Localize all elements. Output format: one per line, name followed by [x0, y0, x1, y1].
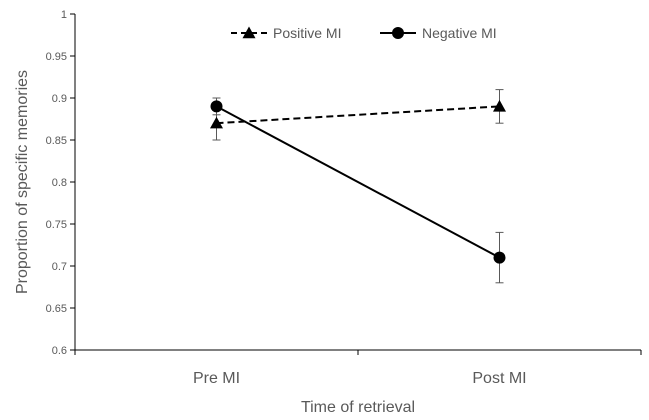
- legend-marker: [242, 26, 256, 39]
- series-positive-mi: [210, 89, 506, 141]
- x-ticks: Pre MI Post MI: [74, 350, 642, 387]
- legend-item: Positive MI: [231, 25, 341, 41]
- series: [210, 89, 506, 284]
- y-tick-label: 0.9: [52, 93, 67, 105]
- y-tick-label: 0.6: [52, 345, 67, 357]
- y-tick-label: 1: [61, 9, 67, 21]
- legend-label: Negative MI: [422, 25, 497, 41]
- legend-item: Negative MI: [380, 25, 497, 41]
- x-category-label: Post MI: [472, 370, 526, 387]
- y-tick-label: 0.95: [46, 51, 67, 63]
- y-tick-label: 0.7: [52, 261, 67, 273]
- y-axis-title: Proportion of specific memories: [14, 70, 31, 294]
- series-line: [216, 105, 500, 259]
- y-tick-label: 0.8: [52, 177, 67, 189]
- y-tick-label: 0.65: [46, 303, 67, 315]
- data-point: [493, 251, 506, 264]
- legend: Positive MI Negative MI: [231, 25, 497, 41]
- x-category-label: Pre MI: [193, 370, 240, 387]
- x-axis-title: Time of retrieval: [301, 399, 415, 416]
- legend-marker: [392, 27, 404, 39]
- y-ticks: 0.6 0.65 0.7 0.75 0.8 0.85 0.9 0.95 1: [46, 9, 75, 357]
- legend-label: Positive MI: [273, 25, 341, 41]
- y-tick-label: 0.85: [46, 135, 67, 147]
- data-point: [210, 100, 223, 113]
- data-point: [210, 116, 223, 129]
- series-line: [216, 105, 500, 125]
- data-point: [493, 99, 506, 112]
- series-negative-mi: [210, 97, 506, 284]
- y-tick-label: 0.75: [46, 219, 67, 231]
